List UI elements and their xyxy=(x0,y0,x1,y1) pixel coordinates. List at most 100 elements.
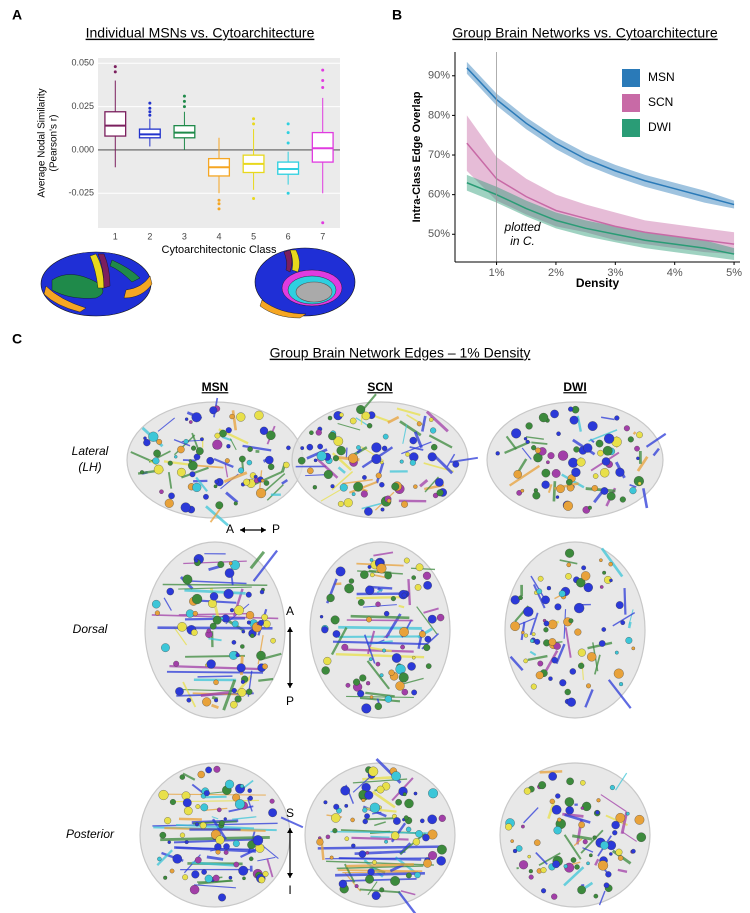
network-node xyxy=(565,573,572,580)
cortical-region xyxy=(51,274,104,299)
network-edge xyxy=(580,829,604,854)
network-edge xyxy=(208,637,222,642)
network-node xyxy=(382,648,386,653)
network-node xyxy=(390,876,400,886)
network-edge xyxy=(374,574,386,579)
network-edge xyxy=(424,476,440,493)
network-node xyxy=(546,585,552,591)
network-node xyxy=(614,650,619,655)
cortical-region xyxy=(123,275,153,299)
network-node xyxy=(193,453,201,461)
network-node xyxy=(568,406,574,412)
network-node xyxy=(368,766,379,777)
arrow-head xyxy=(287,828,293,833)
network-edge xyxy=(547,483,553,493)
outlier xyxy=(286,122,290,126)
network-node xyxy=(175,687,184,696)
network-edge xyxy=(191,861,239,867)
network-node xyxy=(248,856,254,862)
network-node xyxy=(152,599,161,609)
network-edge xyxy=(337,466,346,474)
network-node xyxy=(637,481,642,486)
network-node xyxy=(555,495,560,499)
network-node xyxy=(361,703,372,714)
outlier xyxy=(217,198,221,202)
network-node xyxy=(405,452,410,457)
y-tick-label: 90% xyxy=(428,70,450,82)
network-node xyxy=(576,457,586,467)
network-edge xyxy=(156,849,173,866)
network-edge xyxy=(211,703,219,710)
network-node xyxy=(581,565,587,571)
network-node xyxy=(551,893,558,900)
network-node xyxy=(599,558,603,562)
outlier xyxy=(321,85,325,89)
network-edge xyxy=(623,588,627,615)
network-node xyxy=(535,671,544,680)
legend-swatch xyxy=(622,119,640,137)
network-node xyxy=(565,806,574,815)
network-node xyxy=(228,561,233,566)
network-edge xyxy=(612,612,636,627)
network-node xyxy=(182,574,193,585)
network-node xyxy=(344,583,354,594)
network-node xyxy=(401,592,407,599)
network-node xyxy=(356,445,361,450)
network-node xyxy=(376,785,385,794)
network-node xyxy=(531,445,537,451)
network-node xyxy=(188,420,193,424)
network-node xyxy=(390,596,396,602)
network-edge xyxy=(342,478,373,485)
network-edge xyxy=(181,466,209,479)
annotation: plotted xyxy=(504,220,541,234)
network-node xyxy=(350,817,355,823)
network-edge xyxy=(374,821,386,827)
network-edge xyxy=(246,797,253,812)
cortical-region xyxy=(89,253,105,289)
network-node xyxy=(154,610,160,616)
network-edge xyxy=(368,646,392,653)
network-node xyxy=(423,644,431,652)
network-node xyxy=(375,601,381,607)
x-tick-label: 4% xyxy=(667,267,683,279)
network-node xyxy=(619,496,626,503)
network-node xyxy=(186,697,192,703)
network-node xyxy=(214,479,219,484)
network-node xyxy=(333,436,344,447)
network-node xyxy=(224,458,230,464)
network-edge xyxy=(588,429,618,442)
network-node xyxy=(513,470,522,479)
network-node xyxy=(592,835,597,840)
network-node xyxy=(615,848,623,856)
network-node xyxy=(384,695,392,703)
outlier xyxy=(286,131,290,135)
network-edge xyxy=(576,415,582,432)
y-tick-label: 50% xyxy=(428,228,450,240)
network-edge xyxy=(225,491,239,504)
network-node xyxy=(625,811,630,816)
network-node xyxy=(338,879,348,889)
network-node xyxy=(416,421,422,427)
network-edge xyxy=(345,447,348,459)
network-edge xyxy=(367,881,378,896)
network-edge xyxy=(535,851,548,866)
y-tick-label: 0.000 xyxy=(71,144,94,154)
network-node xyxy=(152,457,160,465)
legend-swatch xyxy=(622,69,640,87)
network-node xyxy=(384,571,392,580)
network-node xyxy=(436,489,444,497)
network-node xyxy=(203,790,210,797)
network-node xyxy=(332,455,339,462)
x-tick-label: 4 xyxy=(216,231,221,241)
network-node xyxy=(167,460,173,466)
network-node xyxy=(553,642,561,650)
network-node xyxy=(234,605,244,616)
network-edge xyxy=(525,436,544,440)
network-node xyxy=(268,808,277,818)
network-node xyxy=(391,771,401,781)
network-node xyxy=(391,482,400,491)
network-edge xyxy=(213,457,234,468)
x-tick-label: 3 xyxy=(182,231,187,241)
network-node xyxy=(344,803,349,808)
network-node xyxy=(297,456,306,465)
